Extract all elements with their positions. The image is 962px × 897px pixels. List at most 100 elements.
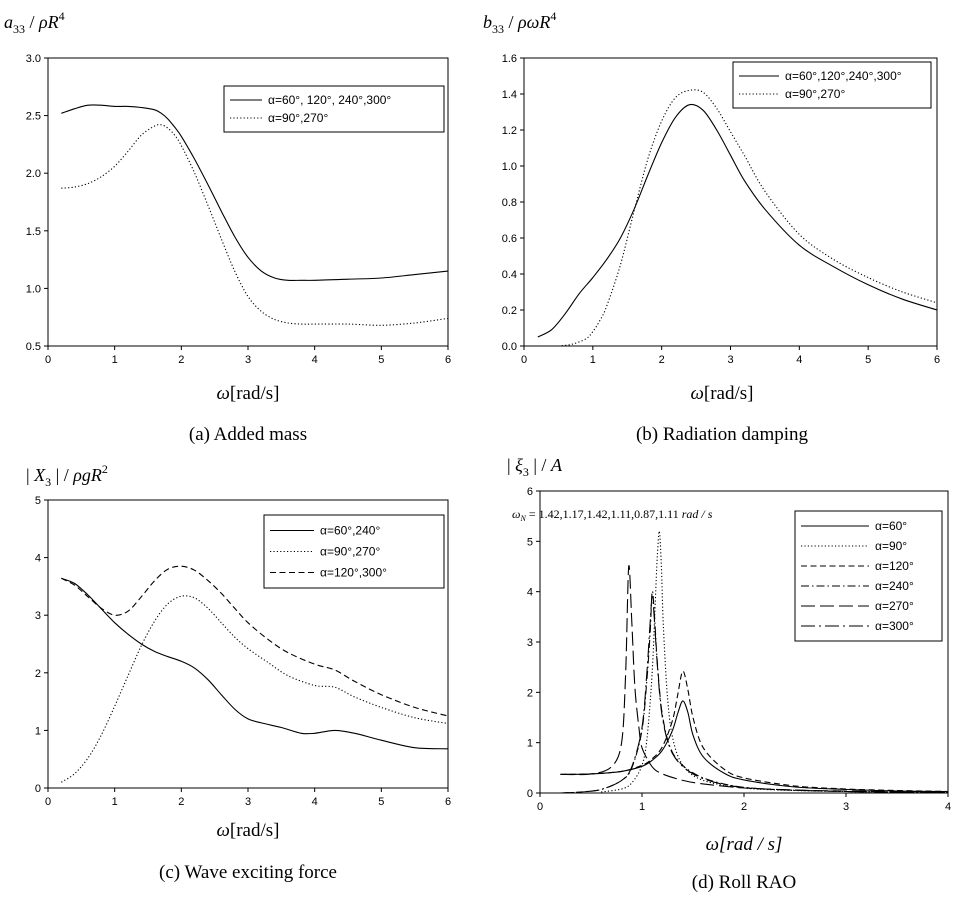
series-line-2 [558,89,937,346]
y-tick-label: 5 [527,536,533,548]
legend-label: α=90° [875,539,907,553]
panel-added-mass: a33 / ρR4 0 1 2 3 4 5 6 0.5 1.0 1.5 2.0 2.5 3.0 α=60°… [4,9,451,445]
natural-frequency-annotation: ωN = 1.42,1.17,1.42,1.11,0.87,1.11 rad /… [512,507,713,523]
legend-box [794,510,943,642]
legend-box [223,85,445,133]
series-line-2 [61,595,448,783]
legend-label: α=120° [875,559,914,573]
panel-wave-exciting-force: | X3 | / ρgR2 0 1 2 3 4 5 6 0 1 2 3 4 5 α=60°,240° α=9… [26,462,451,883]
xlabel-c: ω[rad/s] [216,820,279,841]
xlabel-a: ω[rad/s] [216,383,279,404]
x-tick-label: 3 [245,354,251,366]
caption-b: (b) Radiation damping [636,424,809,445]
legend-label: α=120°,300° [320,566,387,580]
y-tick-label: 0.8 [502,197,517,209]
plot-area-c: 0 1 2 3 4 5 6 0 1 2 3 4 5 α=60°,240° α=90°,270° α=120°,… [35,495,451,808]
x-tick-label: 1 [590,354,596,366]
y-tick-label: 2 [527,687,533,699]
y-tick-label: 1.5 [26,226,41,238]
legend-label: α=90°,270° [268,111,328,125]
series-line-2 [601,530,948,793]
x-tick-label: 5 [865,354,871,366]
x-tick-label: 5 [378,796,384,808]
caption-c: (c) Wave exciting force [159,862,337,883]
legend-label: α=300° [875,619,914,633]
ylabel-a: a33 / ρR4 [4,9,65,36]
y-tick-label: 6 [527,486,533,498]
x-tick-label: 4 [312,796,318,808]
legend-label: α=240° [875,579,914,593]
y-tick-label: 4 [527,587,533,599]
x-tick-label: 3 [843,801,849,813]
x-tick-label: 0 [537,801,543,813]
x-tick-label: 4 [312,354,318,366]
y-tick-label: 1.6 [502,53,517,65]
legend-label: α=60°, 120°, 240°,300° [268,93,391,107]
x-tick-label: 5 [378,354,384,366]
x-tick-label: 0 [521,354,527,366]
y-tick-label: 2.5 [26,111,41,123]
xlabel-d: ω[rad / s] [706,834,783,855]
y-tick-label: 0.6 [502,233,517,245]
series-line-2 [61,124,448,326]
x-tick-label: 4 [945,801,951,813]
series-line-1 [61,577,448,750]
y-tick-label: 0 [527,788,533,800]
y-tick-label: 4 [35,553,41,565]
x-tick-label: 6 [445,796,451,808]
y-tick-label: 1.0 [502,161,517,173]
y-tick-label: 0.0 [502,341,517,353]
x-tick-label: 4 [796,354,802,366]
x-tick-label: 0 [45,354,51,366]
y-tick-label: 0.2 [502,305,517,317]
panel-roll-rao: | ξ3 | / A ωN = 1.42,1.17,1.42,1.11,0.87… [507,455,951,893]
legend-label: α=60°,240° [320,524,380,538]
y-tick-label: 1 [527,738,533,750]
y-tick-label: 5 [35,495,41,507]
series-line-6 [560,596,948,793]
legend-box [732,61,932,109]
y-tick-label: 2 [35,668,41,680]
plot-area-b: 0 1 2 3 4 5 6 0.0 0.2 0.4 0.6 0.8 1.0 1.2 1.4 1.6 α=60°,… [502,53,940,366]
series-line-1 [61,104,448,282]
plot-area-a: 0 1 2 3 4 5 6 0.5 1.0 1.5 2.0 2.5 3.0 α=60°, 120°, 24… [26,53,451,366]
legend-label: α=270° [875,599,914,613]
panel-radiation-damping: b33 / ρωR4 0 1 2 3 4 5 6 0.0 0.2 0.4 0.6 0.8 1.0 1.2 1… [483,9,940,445]
series-line-3 [61,565,448,717]
x-tick-label: 2 [741,801,747,813]
x-tick-label: 6 [445,354,451,366]
y-tick-label: 0.4 [502,269,517,281]
y-tick-label: 1.0 [26,283,41,295]
legend-label: α=90°,270° [785,87,845,101]
x-tick-label: 1 [112,354,118,366]
y-tick-label: 0 [35,783,41,795]
series-line-4 [560,590,948,793]
y-tick-label: 2.0 [26,168,41,180]
y-tick-label: 1.2 [502,125,517,137]
caption-a: (a) Added mass [189,424,307,445]
x-tick-label: 6 [934,354,940,366]
series-line-3 [560,670,948,793]
y-tick-label: 3 [35,610,41,622]
ylabel-d: | ξ3 | / A [507,455,563,479]
x-tick-label: 3 [245,796,251,808]
legend-label: α=60° [875,519,907,533]
legend-label: α=60°,120°,240°,300° [785,69,902,83]
series-line-1 [537,103,937,338]
x-tick-label: 2 [178,796,184,808]
ylabel-c: | X3 | / ρgR2 [26,462,108,489]
y-tick-label: 1.4 [502,89,517,101]
xlabel-b: ω[rad/s] [690,383,753,404]
x-tick-label: 3 [727,354,733,366]
y-tick-label: 3.0 [26,53,41,65]
legend-label: α=90°,270° [320,545,380,559]
series-line-5 [560,565,948,793]
x-tick-label: 1 [112,796,118,808]
x-tick-label: 2 [659,354,665,366]
caption-d: (d) Roll RAO [692,872,797,893]
x-tick-label: 2 [178,354,184,366]
series-line-1 [560,700,948,793]
y-tick-label: 3 [527,637,533,649]
y-tick-label: 0.5 [26,341,41,353]
